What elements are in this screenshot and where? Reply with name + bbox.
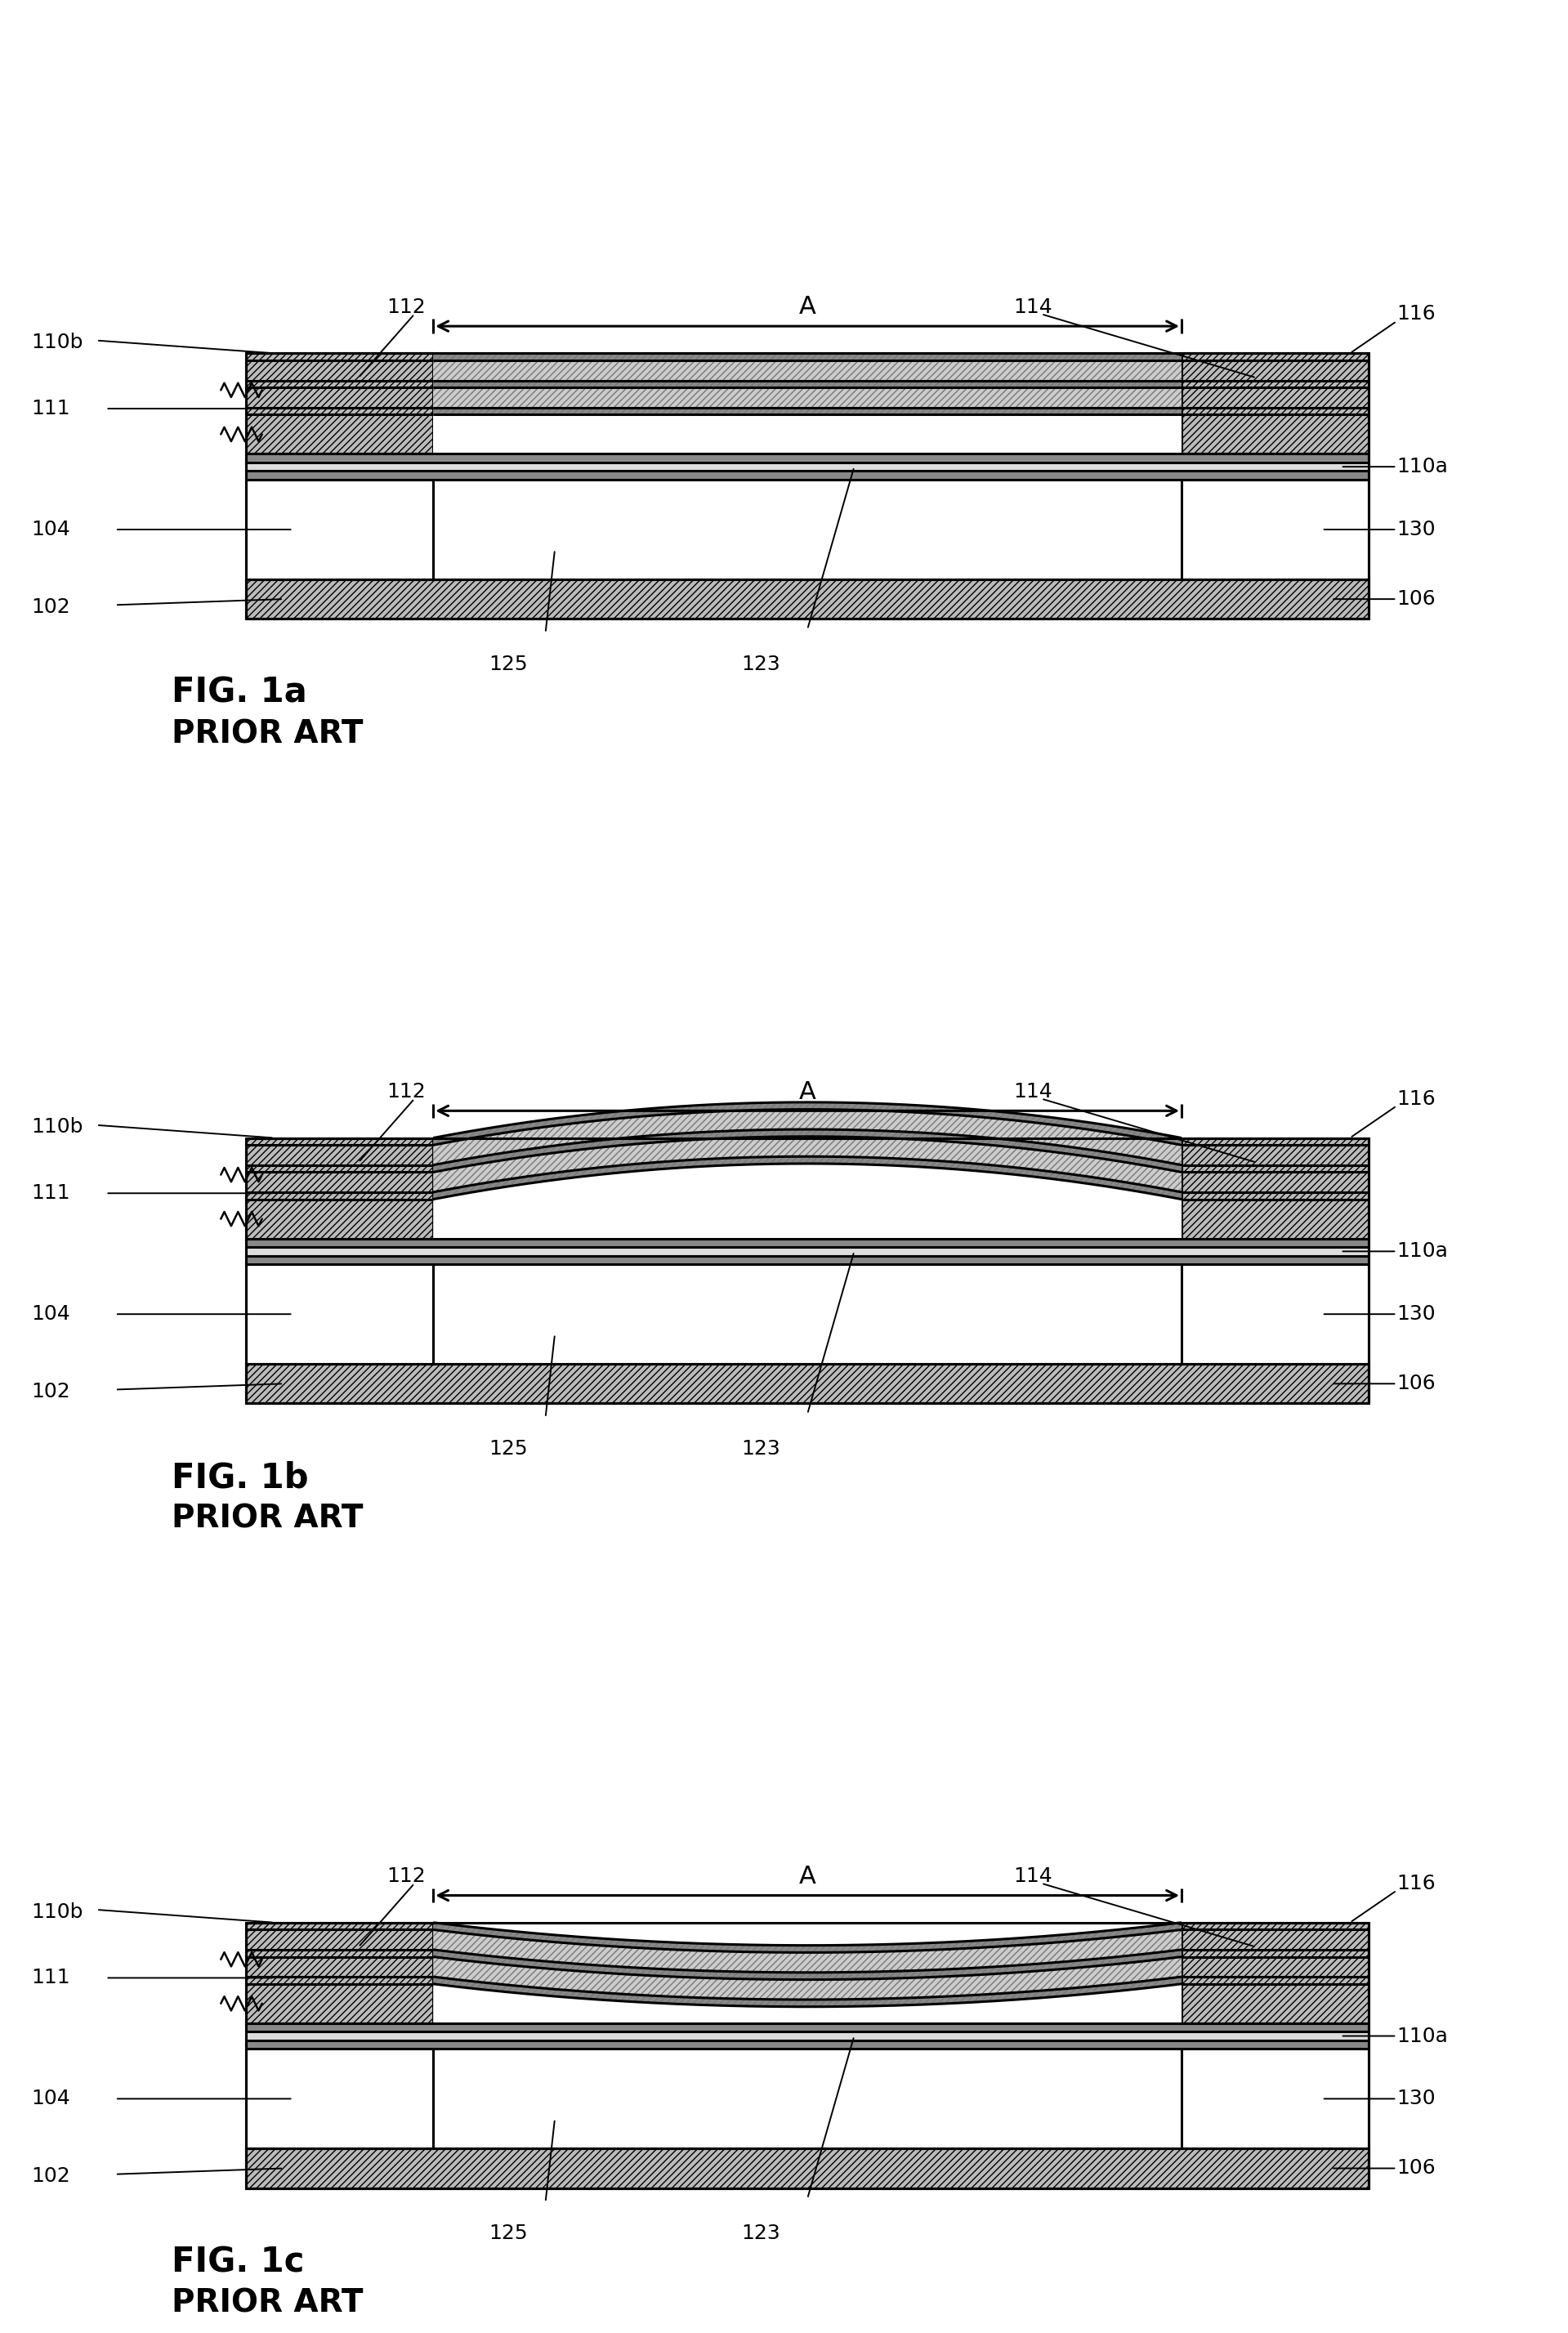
- Bar: [246, 1264, 433, 1365]
- Polygon shape: [433, 1922, 1182, 1953]
- Text: 123: 123: [742, 653, 781, 674]
- Text: 114: 114: [1013, 1083, 1052, 1101]
- Text: 102: 102: [31, 1381, 71, 1402]
- Text: 116: 116: [1397, 1873, 1436, 1892]
- Text: 125: 125: [489, 653, 527, 674]
- Bar: [1182, 1264, 1369, 1365]
- Bar: [1182, 481, 1369, 579]
- Polygon shape: [433, 1957, 1182, 1999]
- Text: 111: 111: [31, 399, 71, 418]
- Text: FIG. 1b: FIG. 1b: [171, 1460, 309, 1495]
- Bar: [246, 1239, 1369, 1248]
- Bar: [246, 579, 1369, 618]
- Bar: [1182, 352, 1369, 455]
- Polygon shape: [433, 387, 1182, 408]
- Bar: [246, 1255, 1369, 1264]
- Polygon shape: [433, 1136, 1182, 1192]
- Bar: [246, 471, 1369, 481]
- Bar: [246, 1922, 433, 2023]
- Text: 110a: 110a: [1397, 1241, 1449, 1262]
- Text: PRIOR ART: PRIOR ART: [171, 1502, 362, 1535]
- Text: 110b: 110b: [31, 334, 83, 352]
- Bar: [246, 462, 1369, 471]
- Text: 114: 114: [1013, 1866, 1052, 1885]
- Bar: [246, 1365, 1369, 1404]
- Text: 110a: 110a: [1397, 2025, 1449, 2046]
- Text: 125: 125: [489, 2223, 527, 2244]
- Text: 102: 102: [31, 597, 71, 616]
- Polygon shape: [433, 359, 1182, 380]
- Text: 130: 130: [1397, 1304, 1436, 1323]
- Bar: [246, 2041, 1369, 2048]
- Polygon shape: [433, 1101, 1182, 1146]
- Polygon shape: [433, 1164, 1182, 1239]
- Bar: [246, 2032, 1369, 2041]
- Text: 130: 130: [1397, 2088, 1436, 2109]
- Bar: [246, 1139, 433, 1239]
- Text: 110a: 110a: [1397, 457, 1449, 476]
- Text: PRIOR ART: PRIOR ART: [171, 719, 362, 749]
- Polygon shape: [433, 1157, 1182, 1199]
- Text: A: A: [798, 1864, 815, 1887]
- Polygon shape: [433, 380, 1182, 387]
- Text: 116: 116: [1397, 303, 1436, 324]
- Text: 110b: 110b: [31, 1118, 83, 1136]
- Text: 123: 123: [742, 2223, 781, 2244]
- Text: A: A: [798, 296, 815, 320]
- Polygon shape: [433, 1983, 1182, 2023]
- Text: FIG. 1c: FIG. 1c: [171, 2244, 304, 2279]
- Text: 112: 112: [386, 296, 425, 317]
- Polygon shape: [433, 1950, 1182, 1981]
- Text: 102: 102: [31, 2167, 71, 2186]
- Text: 130: 130: [1397, 520, 1436, 539]
- Text: 104: 104: [31, 2088, 71, 2109]
- Text: 111: 111: [31, 1183, 71, 1204]
- Bar: [246, 455, 1369, 462]
- Bar: [1182, 2048, 1369, 2149]
- Text: 106: 106: [1397, 590, 1436, 609]
- Bar: [246, 352, 433, 455]
- Text: 111: 111: [31, 1969, 71, 1988]
- Text: 106: 106: [1397, 1374, 1436, 1393]
- Bar: [433, 415, 1182, 455]
- Bar: [246, 1248, 1369, 1255]
- Bar: [246, 2048, 433, 2149]
- Text: 123: 123: [742, 1439, 781, 1458]
- Bar: [246, 2023, 1369, 2032]
- Text: 110b: 110b: [31, 1901, 83, 1922]
- Text: 125: 125: [489, 1439, 527, 1458]
- Polygon shape: [433, 1111, 1182, 1164]
- Text: FIG. 1a: FIG. 1a: [171, 677, 307, 709]
- Text: 112: 112: [386, 1866, 425, 1885]
- Text: 104: 104: [31, 1304, 71, 1323]
- Text: 112: 112: [386, 1083, 425, 1101]
- Polygon shape: [433, 352, 1182, 359]
- Text: 116: 116: [1397, 1090, 1436, 1108]
- Bar: [246, 481, 433, 579]
- Polygon shape: [433, 408, 1182, 415]
- Text: PRIOR ART: PRIOR ART: [171, 2289, 362, 2319]
- Text: 104: 104: [31, 520, 71, 539]
- Polygon shape: [433, 1976, 1182, 2006]
- Text: A: A: [798, 1080, 815, 1104]
- Bar: [1182, 1922, 1369, 2023]
- Bar: [246, 2149, 1369, 2188]
- Polygon shape: [433, 1129, 1182, 1171]
- Polygon shape: [433, 1929, 1182, 1971]
- Text: 106: 106: [1397, 2158, 1436, 2179]
- Bar: [1182, 1139, 1369, 1239]
- Text: 114: 114: [1013, 296, 1052, 317]
